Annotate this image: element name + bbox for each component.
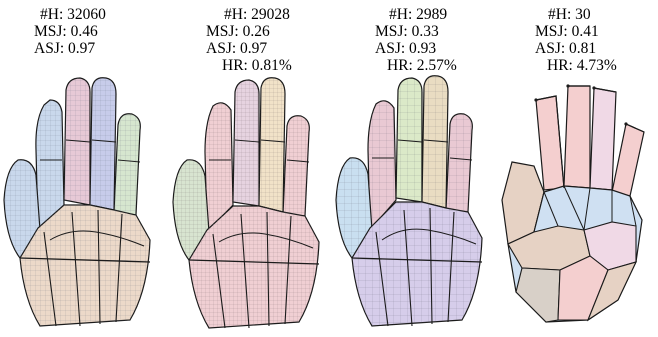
panel-2-asj: ASJ: 0.97: [206, 40, 268, 57]
panel-4-stats: #H: 30 MSJ: 0.41 ASJ: 0.81 HR: 4.73%: [535, 6, 617, 74]
hand-mesh-3: [335, 75, 483, 327]
panel-2-hex-count: #H: 29028: [224, 6, 290, 23]
panel-1-stats: #H: 32060 MSJ: 0.46 ASJ: 0.97: [34, 6, 106, 57]
panel-4-hex-count: #H: 30: [548, 6, 591, 23]
hand-mesh-2: [172, 77, 320, 329]
panel-1-asj: ASJ: 0.97: [34, 40, 96, 57]
panel-3-stats: #H: 2989 MSJ: 0.33 ASJ: 0.93 HR: 2.57%: [375, 6, 457, 74]
panel-4-msj: MSJ: 0.41: [535, 23, 599, 40]
panel-3: #H: 2989 MSJ: 0.33 ASJ: 0.93 HR: 2.57%: [330, 0, 498, 337]
panel-1-msj: MSJ: 0.46: [34, 23, 98, 40]
panel-3-asj: ASJ: 0.93: [375, 40, 437, 57]
panel-1: #H: 32060 MSJ: 0.46 ASJ: 0.97: [0, 0, 165, 337]
panel-4-hr: HR: 4.73%: [547, 57, 617, 74]
panel-4-asj: ASJ: 0.81: [535, 40, 597, 57]
hand-mesh-1: [3, 77, 151, 327]
panel-3-hex-count: #H: 2989: [389, 6, 448, 23]
panel-2-stats: #H: 29028 MSJ: 0.26 ASJ: 0.97 HR: 0.81%: [206, 6, 292, 74]
hand-mesh-4: [501, 84, 645, 323]
panel-3-hr: HR: 2.57%: [387, 57, 457, 74]
panel-2-hr: HR: 0.81%: [222, 57, 292, 74]
panel-3-msj: MSJ: 0.33: [375, 23, 439, 40]
panel-2-msj: MSJ: 0.26: [206, 23, 270, 40]
panel-1-hex-count: #H: 32060: [40, 6, 106, 23]
panel-4: #H: 30 MSJ: 0.41 ASJ: 0.81 HR: 4.73%: [498, 0, 658, 337]
panel-2: #H: 29028 MSJ: 0.26 ASJ: 0.97 HR: 0.81%: [165, 0, 330, 337]
